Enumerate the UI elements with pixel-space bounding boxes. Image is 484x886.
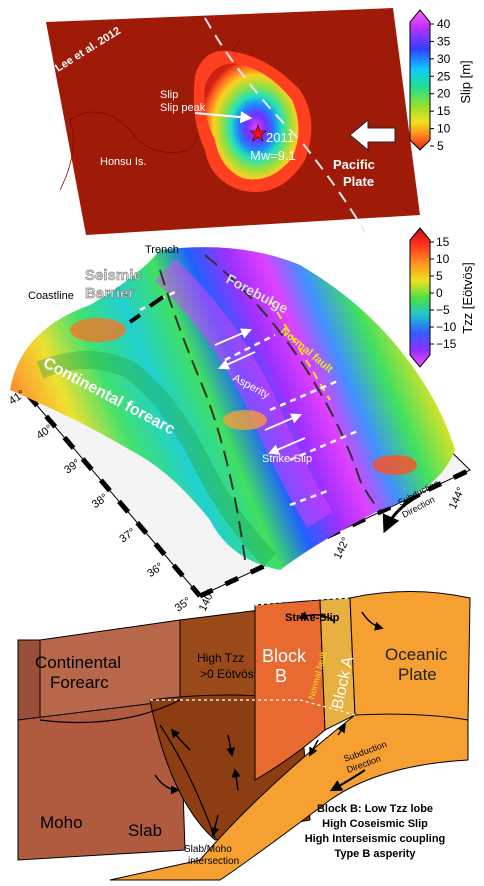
lat-tick-label: 35° [173, 595, 194, 614]
strike-slip-arrow-right-icon [361, 611, 384, 631]
plate-motion-arrow-icon [349, 118, 396, 152]
slip-peak-arrow-icon [194, 111, 253, 124]
bd-oceanic-line2: Plate [398, 665, 437, 684]
event-year-label: 2011 [266, 130, 294, 145]
bd-intersection-line1: Slab/Moho [184, 844, 232, 855]
magnitude-label: Mw=9.1 [250, 148, 296, 163]
bd-intersection-line2: intersection [188, 856, 239, 867]
slip-tick-label: 35 [437, 34, 451, 48]
summary-line: Block B: Low Tzz lobe [317, 803, 433, 815]
seismic-barrier-label-line1: Seismic [85, 267, 142, 284]
seismic-barrier-marker [128, 313, 142, 324]
trench-dashed [204, 254, 381, 511]
slab [109, 713, 469, 881]
tzz-tick-label: 15 [436, 235, 450, 249]
bd-block-b-line2: B [275, 666, 287, 686]
forearc-side [17, 639, 41, 721]
epicenter-star-icon [249, 124, 267, 142]
bd-forearc-line1: Continental [35, 653, 121, 672]
lat-tick-label: 38° [90, 492, 111, 511]
island-label: Honsu Is. [100, 156, 146, 168]
subduction-arrow-icon [382, 493, 421, 534]
tzz-colorbar-bar [409, 227, 431, 368]
bd-oceanic-line1: Oceanic [385, 645, 448, 664]
coastline-label: Coastline [28, 290, 74, 302]
continental-forearc-block-front [17, 699, 186, 861]
tzz-green-band [36, 351, 277, 567]
block-diagram: Continental Forearc High Tzz >0 Eötvös B… [17, 591, 471, 881]
tzz-tick-label: 0 [436, 286, 443, 300]
tzz-tick-label: −5 [436, 303, 450, 317]
lat-tick-label: 37° [118, 526, 139, 545]
bd-high-tzz-line1: High Tzz [197, 651, 244, 665]
moho-line [39, 699, 181, 724]
lat-tick-label: 39° [62, 457, 83, 476]
bd-moho-label: Moho [40, 813, 83, 832]
slip-tick-label: 20 [437, 87, 451, 101]
strike-slip-map-label: Strike-Slip [262, 453, 312, 465]
slip-colorbar-title: Slip [m] [458, 60, 473, 103]
plate-label-line2: Plate [343, 174, 374, 189]
trench-label: Trench [145, 244, 179, 256]
lon-tick-label: 144° [447, 486, 467, 512]
bd-high-tzz-line2: >0 Eötvös [200, 667, 254, 681]
slip-map: Lee et al. 2012 Slip Slip peak 2011 Mw=9… [46, 8, 420, 235]
slip-colorbar: 40 35 30 25 20 15 10 5 Slip [m] [409, 9, 473, 153]
intersection-pointer-icon [210, 814, 220, 837]
summary-line: Type B asperity [334, 848, 416, 860]
slab-subduction-arrow-icon [329, 769, 366, 792]
block-motion-arrows [154, 723, 347, 795]
trench-line [204, 17, 366, 233]
slip-tick-label: 10 [437, 122, 451, 136]
slip-peak-label-line1: Slip [160, 89, 178, 101]
bd-strike-slip-label: Strike-Slip [285, 612, 340, 624]
strike-slip-arrows [214, 328, 306, 455]
lat-tick-label: 36° [145, 561, 166, 580]
bd-slab-label: Slab [128, 821, 162, 840]
tzz-high-anomaly-3 [373, 455, 417, 475]
slip-tick-label: 40 [437, 17, 451, 31]
block-boundary-dotted [150, 699, 356, 716]
tzz-colorbar-title: Tzz [Eötvös] [460, 262, 475, 334]
bd-summary: Block B: Low Tzz lobe High Coseismic Slip… [305, 803, 446, 860]
tzz-high-anomaly-2 [223, 410, 267, 430]
summary-line: High Coseismic Slip [322, 818, 428, 830]
strike-slip-lines [139, 290, 361, 507]
slip-tick-label: 5 [437, 139, 444, 153]
slip-colorbar-bar [409, 9, 431, 151]
slip-colorbar-ticks: 40 35 30 25 20 15 10 5 [430, 17, 451, 153]
slip-peak-label: Slip peak [160, 102, 206, 114]
normal-fault-line [269, 299, 331, 401]
slip-tick-label: 30 [437, 52, 451, 66]
coastline-dashed [159, 269, 246, 561]
tzz-colorbar: 15 10 5 0 −5 −10 −15 Tzz [Eötvös] [409, 227, 475, 368]
tzz-tick-label: 5 [436, 269, 443, 283]
tzz-map: Trench Seismic Barrier Coastline Forebul… [7, 244, 472, 614]
tzz-tick-label: −10 [436, 320, 457, 334]
seismic-barrier-marker-2 [148, 295, 165, 308]
tzz-low-lobe [154, 258, 333, 528]
plate-label-line1: Pacific [333, 157, 375, 172]
seismic-barrier-label-line2: Barrier [85, 285, 134, 302]
bd-block-b-line1: Block [262, 646, 307, 666]
bd-forearc-line2: Forearc [50, 673, 109, 692]
slip-tick-label: 15 [437, 104, 451, 118]
strike-slip-arrow-left-icon [298, 611, 336, 623]
strike-slip-trace [254, 597, 351, 606]
slab-moho-curve [159, 724, 216, 839]
tzz-tick-label: 10 [436, 252, 450, 266]
tzz-tick-label: −15 [436, 337, 457, 351]
slip-tick-label: 25 [437, 69, 451, 83]
tzz-colorbar-ticks: 15 10 5 0 −5 −10 −15 [430, 235, 457, 351]
lon-tick-label: 142° [332, 536, 352, 562]
summary-line: High Interseismic coupling [305, 833, 446, 845]
tzz-high-anomaly-1 [70, 318, 126, 342]
